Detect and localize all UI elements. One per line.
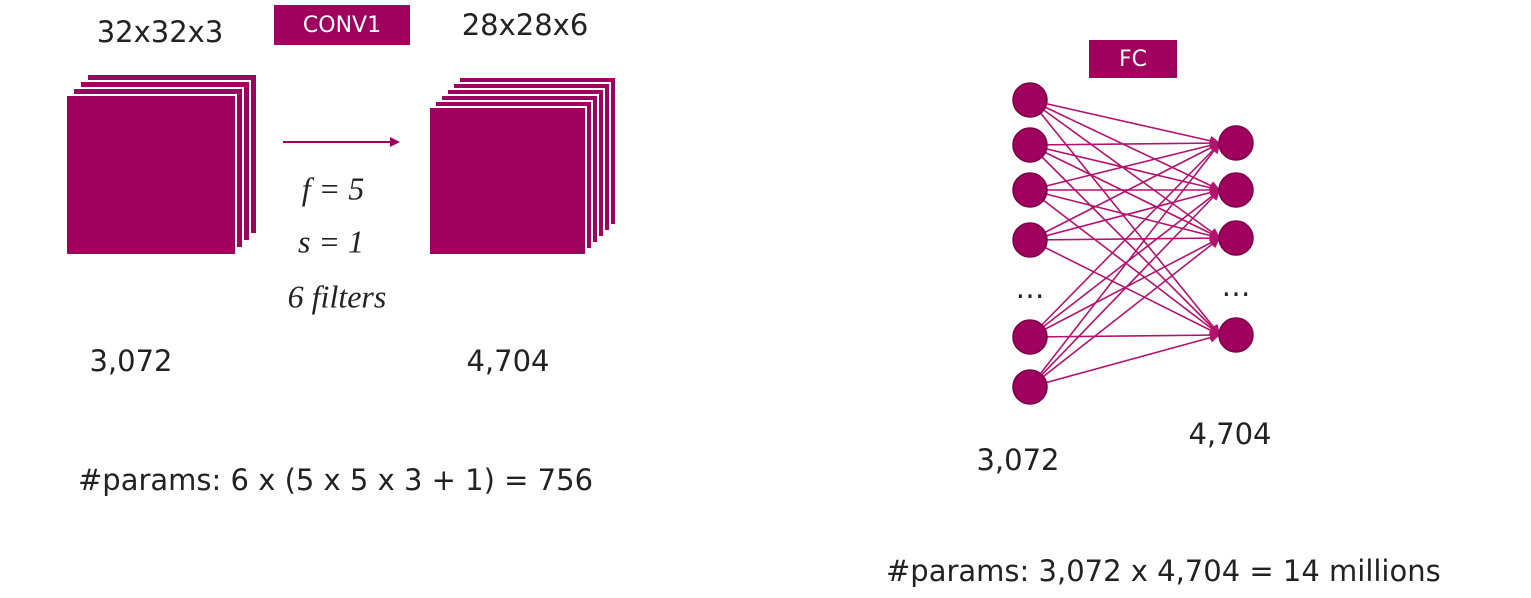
fc-badge bbox=[1089, 40, 1177, 78]
output-shape: 28x28x6 bbox=[462, 8, 589, 42]
connection bbox=[1029, 189, 1221, 338]
ellipsis: … bbox=[1222, 269, 1251, 303]
output-volume bbox=[428, 76, 617, 256]
connection bbox=[1029, 237, 1221, 388]
connection bbox=[1029, 142, 1221, 338]
feature-map bbox=[65, 94, 237, 256]
output-size: 4,704 bbox=[466, 344, 549, 378]
params: #params: 6 x (5 x 5 x 3 + 1) = 756 bbox=[78, 463, 593, 497]
output-size: 4,704 bbox=[1188, 417, 1271, 451]
arrow-head bbox=[1209, 190, 1220, 201]
connection bbox=[1029, 99, 1221, 144]
hyperparam: s = 1 bbox=[298, 223, 364, 259]
connection bbox=[1029, 334, 1221, 338]
connection bbox=[1029, 189, 1221, 241]
input-shape: 32x32x3 bbox=[97, 15, 224, 49]
connection bbox=[1029, 142, 1221, 191]
hyperparam: 6 filters bbox=[288, 278, 387, 314]
arrow-head bbox=[1209, 143, 1220, 154]
neuron bbox=[1012, 319, 1048, 355]
connection bbox=[1029, 142, 1221, 241]
ellipsis: … bbox=[1016, 271, 1045, 305]
connection bbox=[1029, 334, 1221, 388]
conv-label: CONV1 bbox=[303, 13, 381, 38]
neuron bbox=[1012, 82, 1048, 118]
conv-badge bbox=[274, 5, 410, 45]
fc-label: FC bbox=[1119, 47, 1147, 72]
arrow-head bbox=[1209, 332, 1220, 343]
neuron bbox=[1012, 172, 1048, 208]
input-size: 3,072 bbox=[976, 443, 1059, 477]
input-volume bbox=[65, 73, 258, 256]
connection bbox=[1029, 99, 1221, 336]
connection bbox=[1029, 142, 1221, 388]
arrow-head bbox=[390, 137, 400, 147]
neuron bbox=[1012, 127, 1048, 163]
network bbox=[1012, 82, 1254, 405]
connection bbox=[1029, 142, 1221, 146]
input-size: 3,072 bbox=[89, 344, 172, 378]
neuron bbox=[1012, 369, 1048, 405]
arrow-head bbox=[1209, 238, 1220, 249]
neuron bbox=[1218, 220, 1254, 256]
connection bbox=[1029, 189, 1221, 388]
connection bbox=[1029, 189, 1221, 239]
hyperparam: f = 5 bbox=[302, 170, 364, 206]
feature-map bbox=[428, 106, 587, 256]
neuron bbox=[1218, 317, 1254, 353]
neuron bbox=[1012, 222, 1048, 258]
neuron bbox=[1218, 125, 1254, 161]
params: #params: 3,072 x 4,704 = 14 millions bbox=[886, 554, 1441, 588]
neuron bbox=[1218, 172, 1254, 208]
